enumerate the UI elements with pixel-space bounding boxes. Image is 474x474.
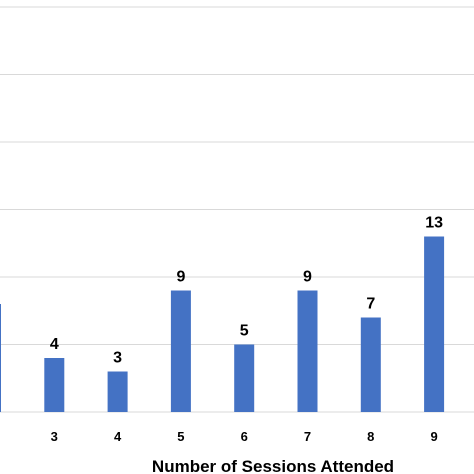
bars — [0, 236, 445, 412]
bar-6 — [234, 344, 255, 412]
x-tick-label-8: 8 — [367, 429, 374, 444]
data-label-6: 5 — [240, 323, 249, 340]
bar-9 — [424, 236, 445, 412]
data-label-4: 3 — [113, 350, 122, 367]
bar-4 — [107, 371, 128, 412]
x-tick-label-6: 6 — [241, 429, 248, 444]
data-label-5: 9 — [176, 269, 185, 286]
data-label-7: 9 — [303, 269, 312, 286]
bar-7 — [297, 290, 318, 412]
bar-8 — [360, 317, 381, 412]
bar-5 — [170, 290, 191, 412]
x-tick-label-7: 7 — [304, 429, 311, 444]
x-axis-title: Number of Sessions Attended — [152, 457, 394, 474]
gridlines — [0, 6, 474, 413]
x-tick-label-5: 5 — [177, 429, 184, 444]
x-tick-label-4: 4 — [114, 429, 122, 444]
data-label-8: 7 — [366, 296, 375, 313]
bar-3 — [44, 358, 65, 412]
bar-2 — [0, 304, 1, 412]
data-labels: 4 3 9 5 9 7 13 — [50, 215, 443, 367]
x-tick-label-9: 9 — [430, 429, 437, 444]
x-tick-label-3: 3 — [51, 429, 58, 444]
x-tick-labels: 3 4 5 6 7 8 9 — [51, 429, 438, 444]
data-label-3: 4 — [50, 336, 59, 353]
data-label-9: 13 — [425, 215, 443, 232]
